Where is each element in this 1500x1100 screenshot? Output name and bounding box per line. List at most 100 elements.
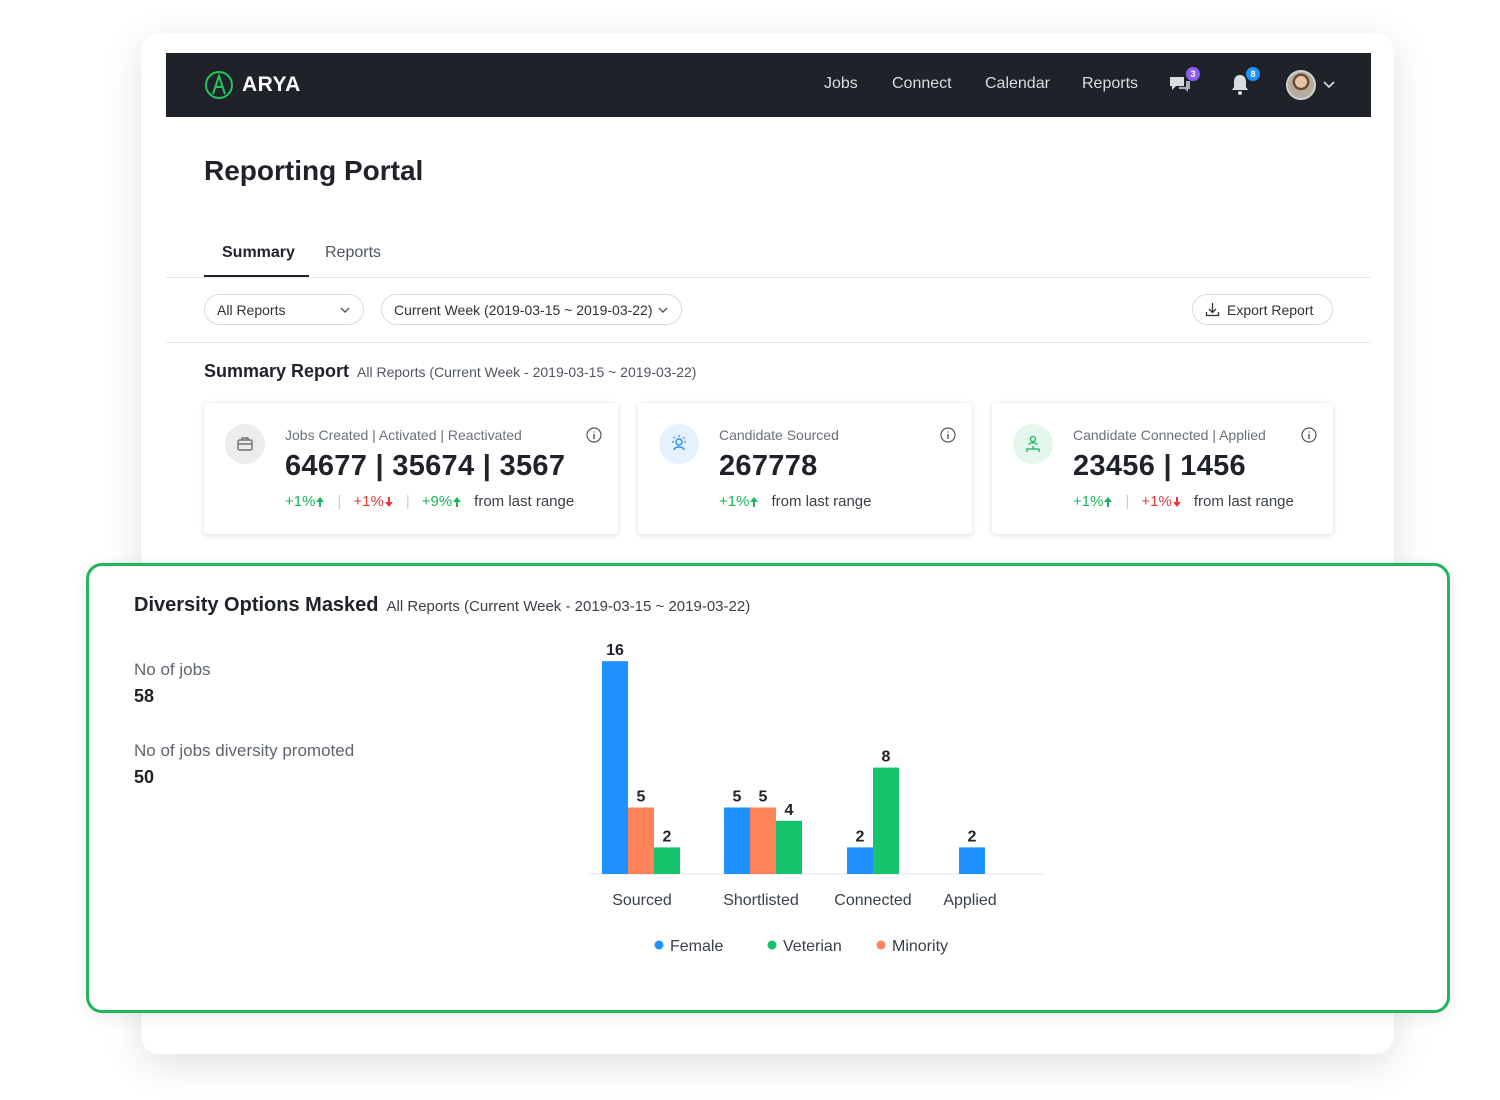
bar-veterian-sourced [654,847,680,874]
report-select-value: All Reports [217,301,286,318]
data-label: 16 [606,642,624,659]
stat-label: Candidate Sourced [719,427,839,443]
tab-reports[interactable]: Reports [325,244,382,261]
active-tab-indicator [204,275,309,277]
arya-logo-icon [205,71,233,99]
chevron-down-icon[interactable] [1322,77,1336,91]
arrow-up-icon [316,496,325,507]
legend-marker [767,940,777,950]
report-select[interactable]: All Reports [204,294,364,325]
tab-bar: Summary Reports [166,232,1371,278]
summary-report-title: Summary Report [204,361,350,381]
diversity-subtitle: All Reports (Current Week - 2019-03-15 ~… [386,598,751,615]
data-label: 4 [785,802,794,819]
bar-female-sourced [602,661,628,874]
bar-female-shortlisted [724,807,750,874]
chevron-down-icon [658,307,668,313]
arrow-up-icon [1104,496,1113,507]
legend-marker [876,940,886,950]
stat-card-jobs: Jobs Created | Activated | Reactivated 6… [204,403,618,534]
tab-summary[interactable]: Summary [222,244,295,261]
change-suffix: from last range [771,493,872,510]
change-down: +1% [353,493,384,510]
bar-minority-sourced [628,807,654,874]
connected-people-icon [1013,424,1053,464]
stat-card-sourced: Candidate Sourced 267778 +1% from last r… [638,403,972,534]
briefcase-icon [225,424,265,464]
chevron-down-icon [340,307,350,313]
bar-veterian-shortlisted [776,820,802,874]
stat-card-connected: Candidate Connected | Applied 23456 | 14… [992,403,1333,534]
change-up: +1% [1073,493,1104,510]
summary-report-heading: Summary Report All Reports (Current Week … [204,361,696,382]
x-tick-label: Shortlisted [723,892,799,909]
top-navbar: ARYA Jobs Connect Calendar Reports 3 8 [166,53,1371,117]
change-suffix: from last range [474,493,575,510]
arrow-up-icon [453,496,462,507]
change-up: +9% [421,493,453,510]
change-up: +1% [285,493,316,510]
data-label: 5 [759,789,768,806]
page-title: Reporting Portal [204,155,424,186]
diversity-title: Diversity Options Masked [134,594,379,616]
messages-badge: 3 [1186,67,1200,81]
arrow-down-icon [384,496,393,507]
data-label: 5 [733,789,742,806]
stat-label: Candidate Connected | Applied [1073,427,1266,443]
arrow-down-icon [1172,496,1181,507]
x-tick-label: Applied [943,892,996,909]
stat-label: Jobs Created | Activated | Reactivated [285,427,522,443]
messages-button[interactable]: 3 [1168,67,1200,98]
arrow-up-icon [750,496,759,507]
app-name: ARYA [242,73,301,96]
nav-calendar[interactable]: Calendar [985,75,1050,92]
metric-jobs-value: 58 [134,686,155,706]
notifications-badge: 8 [1246,67,1260,81]
data-label: 2 [968,828,977,845]
diversity-panel: Diversity Options Masked All Reports (Cur… [86,563,1450,1013]
notifications-button[interactable]: 8 [1228,67,1260,98]
metric-promoted-value: 50 [134,767,155,787]
download-icon [1205,303,1220,317]
info-icon[interactable] [940,427,956,443]
change-up: +1% [719,493,750,510]
x-tick-label: Sourced [612,892,672,909]
change-down: +1% [1141,493,1172,510]
bell-icon [1232,75,1248,95]
data-label: 2 [856,828,865,845]
change-suffix: from last range [1193,493,1294,510]
metric-jobs-label: No of jobs [134,660,211,679]
date-range-select[interactable]: Current Week (2019-03-15 ~ 2019-03-22) [381,294,682,325]
stat-value: 23456 | 1456 [1073,450,1246,482]
bar-female-connected [847,847,873,874]
nav-reports[interactable]: Reports [1082,75,1139,92]
bar-veterian-connected [873,767,899,874]
info-icon[interactable] [586,427,602,443]
divider [166,342,1371,343]
export-report-button[interactable]: Export Report [1192,294,1333,325]
data-label: 8 [882,749,891,766]
data-label: 5 [637,789,646,806]
bar-female-applied [959,847,985,874]
legend-label: Female [670,938,723,955]
logo[interactable]: ARYA [204,70,301,100]
export-report-label: Export Report [1227,301,1314,318]
info-icon[interactable] [1301,427,1317,443]
bar-minority-shortlisted [750,807,776,874]
stat-change: +1% | +1% | +9% from last range [285,493,575,510]
stat-change: +1% | +1% from last range [1073,493,1294,510]
legend-label: Veterian [783,938,842,955]
stat-value: 64677 | 35674 | 3567 [285,450,566,482]
summary-report-subtitle: All Reports (Current Week - 2019-03-15 ~… [357,364,697,380]
nav-connect[interactable]: Connect [892,75,952,92]
diversity-heading: Diversity Options Masked All Reports (Cur… [134,594,750,617]
data-label: 2 [663,828,672,845]
user-avatar[interactable] [1286,70,1316,100]
nav-jobs[interactable]: Jobs [824,75,858,92]
stat-change: +1% from last range [719,493,872,510]
chat-icon [1170,77,1190,92]
stat-value: 267778 [719,450,818,482]
sourcing-icon [659,424,699,464]
legend-label: Minority [892,938,948,955]
